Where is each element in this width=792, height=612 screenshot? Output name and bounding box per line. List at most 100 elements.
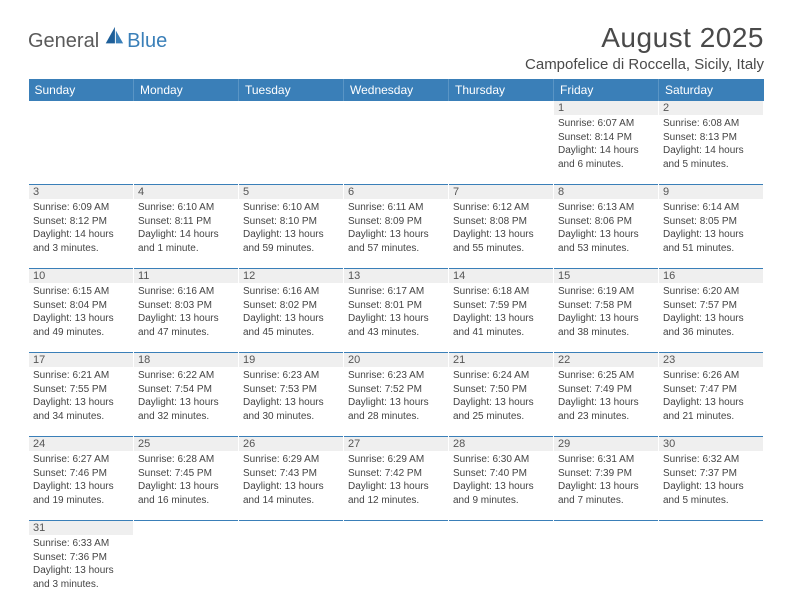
day-number: 7 bbox=[449, 185, 553, 199]
calendar-row: 10Sunrise: 6:15 AMSunset: 8:04 PMDayligh… bbox=[29, 269, 764, 353]
day-detail: Sunrise: 6:23 AMSunset: 7:52 PMDaylight:… bbox=[348, 369, 444, 423]
calendar-cell: 20 Sunrise: 6:23 AMSunset: 7:52 PMDayligh… bbox=[344, 353, 449, 437]
day-number: 3 bbox=[29, 185, 133, 199]
calendar-table: Sunday Monday Tuesday Wednesday Thursday… bbox=[28, 79, 764, 605]
day-number: 31 bbox=[29, 521, 133, 535]
calendar-cell-empty bbox=[449, 101, 554, 185]
day-detail: Sunrise: 6:11 AMSunset: 8:09 PMDaylight:… bbox=[348, 201, 444, 255]
day-detail: Sunrise: 6:33 AMSunset: 7:36 PMDaylight:… bbox=[33, 537, 129, 591]
calendar-cell: 30Sunrise: 6:32 AMSunset: 7:37 PMDayligh… bbox=[659, 437, 764, 521]
day-number: 1 bbox=[554, 101, 658, 115]
logo: General Blue bbox=[28, 22, 167, 53]
day-number: 14 bbox=[449, 269, 553, 283]
day-detail: Sunrise: 6:10 AMSunset: 8:10 PMDaylight:… bbox=[243, 201, 339, 255]
logo-text-general: General bbox=[28, 30, 99, 53]
calendar-cell: 15Sunrise: 6:19 AMSunset: 7:58 PMDayligh… bbox=[554, 269, 659, 353]
day-detail: Sunrise: 6:09 AMSunset: 8:12 PMDaylight:… bbox=[33, 201, 129, 255]
day-number: 19 bbox=[239, 353, 343, 367]
weekday-header: Sunday bbox=[29, 79, 134, 101]
weekday-header: Monday bbox=[134, 79, 239, 101]
day-number: 9 bbox=[659, 185, 763, 199]
day-number: 22 bbox=[554, 353, 658, 367]
calendar-cell: 10Sunrise: 6:15 AMSunset: 8:04 PMDayligh… bbox=[29, 269, 134, 353]
day-detail: Sunrise: 6:26 AMSunset: 7:47 PMDaylight:… bbox=[663, 369, 759, 423]
day-number: 5 bbox=[239, 185, 343, 199]
calendar-row: 17Sunrise: 6:21 AMSunset: 7:55 PMDayligh… bbox=[29, 353, 764, 437]
calendar-cell: 12Sunrise: 6:16 AMSunset: 8:02 PMDayligh… bbox=[239, 269, 344, 353]
day-detail: Sunrise: 6:08 AMSunset: 8:13 PMDaylight:… bbox=[663, 117, 759, 171]
day-number: 15 bbox=[554, 269, 658, 283]
day-number: 6 bbox=[344, 185, 448, 199]
weekday-header: Wednesday bbox=[344, 79, 449, 101]
weekday-header: Thursday bbox=[449, 79, 554, 101]
calendar-cell: 26Sunrise: 6:29 AMSunset: 7:43 PMDayligh… bbox=[239, 437, 344, 521]
calendar-cell-empty bbox=[344, 521, 449, 605]
logo-sail-icon bbox=[103, 25, 125, 47]
calendar-cell: 31 Sunrise: 6:33 AMSunset: 7:36 PMDayligh… bbox=[29, 521, 134, 605]
calendar-cell-empty bbox=[239, 521, 344, 605]
calendar-cell: 24 Sunrise: 6:27 AMSunset: 7:46 PMDayligh… bbox=[29, 437, 134, 521]
calendar-cell: 18 Sunrise: 6:22 AMSunset: 7:54 PMDayligh… bbox=[134, 353, 239, 437]
day-detail: Sunrise: 6:15 AMSunset: 8:04 PMDaylight:… bbox=[33, 285, 129, 339]
calendar-row: 24 Sunrise: 6:27 AMSunset: 7:46 PMDayligh… bbox=[29, 437, 764, 521]
day-number: 23 bbox=[659, 353, 763, 367]
calendar-cell-empty bbox=[554, 521, 659, 605]
day-detail: Sunrise: 6:10 AMSunset: 8:11 PMDaylight:… bbox=[138, 201, 234, 255]
day-number: 24 bbox=[29, 437, 133, 451]
calendar-cell: 6 Sunrise: 6:11 AMSunset: 8:09 PMDaylight… bbox=[344, 185, 449, 269]
calendar-cell: 3 Sunrise: 6:09 AMSunset: 8:12 PMDaylight… bbox=[29, 185, 134, 269]
day-detail: Sunrise: 6:18 AMSunset: 7:59 PMDaylight:… bbox=[453, 285, 549, 339]
day-number: 27 bbox=[344, 437, 448, 451]
day-number: 20 bbox=[344, 353, 448, 367]
weekday-header: Tuesday bbox=[239, 79, 344, 101]
day-detail: Sunrise: 6:20 AMSunset: 7:57 PMDaylight:… bbox=[663, 285, 759, 339]
day-number: 29 bbox=[554, 437, 658, 451]
day-number: 25 bbox=[134, 437, 238, 451]
day-detail: Sunrise: 6:25 AMSunset: 7:49 PMDaylight:… bbox=[558, 369, 654, 423]
calendar-cell: 7Sunrise: 6:12 AMSunset: 8:08 PMDaylight… bbox=[449, 185, 554, 269]
calendar-cell-empty bbox=[134, 521, 239, 605]
calendar-cell: 25 Sunrise: 6:28 AMSunset: 7:45 PMDayligh… bbox=[134, 437, 239, 521]
calendar-cell: 21Sunrise: 6:24 AMSunset: 7:50 PMDayligh… bbox=[449, 353, 554, 437]
day-detail: Sunrise: 6:28 AMSunset: 7:45 PMDaylight:… bbox=[138, 453, 234, 507]
day-detail: Sunrise: 6:23 AMSunset: 7:53 PMDaylight:… bbox=[243, 369, 339, 423]
calendar-cell: 8 Sunrise: 6:13 AMSunset: 8:06 PMDaylight… bbox=[554, 185, 659, 269]
day-detail: Sunrise: 6:17 AMSunset: 8:01 PMDaylight:… bbox=[348, 285, 444, 339]
title-block: August 2025 Campofelice di Roccella, Sic… bbox=[525, 22, 764, 73]
logo-text-blue: Blue bbox=[127, 30, 167, 53]
calendar-cell: 27Sunrise: 6:29 AMSunset: 7:42 PMDayligh… bbox=[344, 437, 449, 521]
calendar-cell: 4 Sunrise: 6:10 AMSunset: 8:11 PMDaylight… bbox=[134, 185, 239, 269]
calendar-cell: 19 Sunrise: 6:23 AMSunset: 7:53 PMDayligh… bbox=[239, 353, 344, 437]
calendar-cell-empty bbox=[659, 521, 764, 605]
day-detail: Sunrise: 6:29 AMSunset: 7:43 PMDaylight:… bbox=[243, 453, 339, 507]
day-number: 30 bbox=[659, 437, 763, 451]
day-number: 8 bbox=[554, 185, 658, 199]
day-detail: Sunrise: 6:27 AMSunset: 7:46 PMDaylight:… bbox=[33, 453, 129, 507]
day-number: 2 bbox=[659, 101, 763, 115]
calendar-cell: 5 Sunrise: 6:10 AMSunset: 8:10 PMDaylight… bbox=[239, 185, 344, 269]
weekday-header: Saturday bbox=[659, 79, 764, 101]
day-number: 4 bbox=[134, 185, 238, 199]
weekday-header-row: Sunday Monday Tuesday Wednesday Thursday… bbox=[29, 79, 764, 101]
day-detail: Sunrise: 6:31 AMSunset: 7:39 PMDaylight:… bbox=[558, 453, 654, 507]
day-number: 18 bbox=[134, 353, 238, 367]
calendar-row: 3 Sunrise: 6:09 AMSunset: 8:12 PMDaylight… bbox=[29, 185, 764, 269]
calendar-cell-empty bbox=[239, 101, 344, 185]
day-number: 16 bbox=[659, 269, 763, 283]
calendar-cell: 14 Sunrise: 6:18 AMSunset: 7:59 PMDayligh… bbox=[449, 269, 554, 353]
calendar-cell-empty bbox=[449, 521, 554, 605]
weekday-header: Friday bbox=[554, 79, 659, 101]
day-number: 21 bbox=[449, 353, 553, 367]
calendar-cell-empty bbox=[344, 101, 449, 185]
header: General Blue August 2025 Campofelice di … bbox=[28, 22, 764, 73]
calendar-cell: 23 Sunrise: 6:26 AMSunset: 7:47 PMDayligh… bbox=[659, 353, 764, 437]
day-detail: Sunrise: 6:13 AMSunset: 8:06 PMDaylight:… bbox=[558, 201, 654, 255]
calendar-cell: 2 Sunrise: 6:08 AMSunset: 8:13 PMDaylight… bbox=[659, 101, 764, 185]
day-number: 17 bbox=[29, 353, 133, 367]
calendar-cell-empty bbox=[29, 101, 134, 185]
calendar-cell: 1Sunrise: 6:07 AMSunset: 8:14 PMDaylight… bbox=[554, 101, 659, 185]
day-number: 12 bbox=[239, 269, 343, 283]
day-number: 13 bbox=[344, 269, 448, 283]
day-detail: Sunrise: 6:14 AMSunset: 8:05 PMDaylight:… bbox=[663, 201, 759, 255]
day-detail: Sunrise: 6:22 AMSunset: 7:54 PMDaylight:… bbox=[138, 369, 234, 423]
